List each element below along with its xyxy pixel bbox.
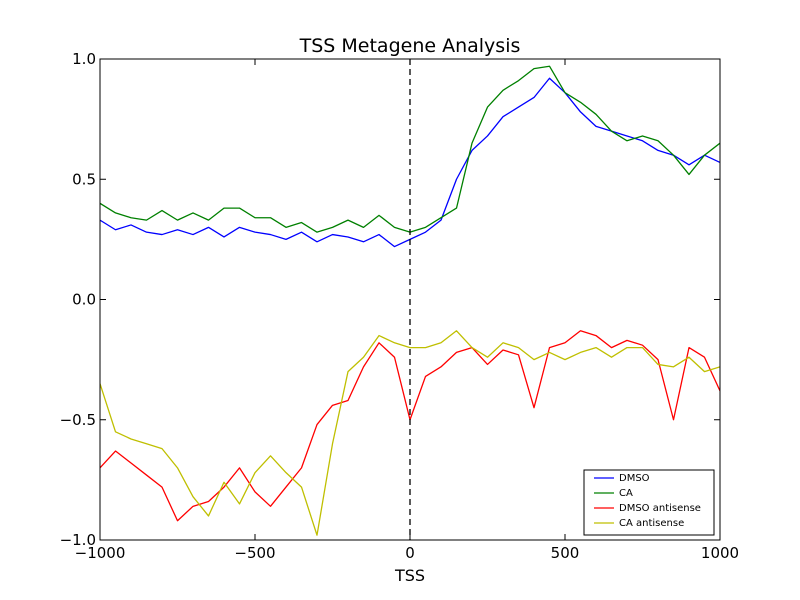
y-tick-label: −1.0 xyxy=(60,531,96,549)
y-tick-label: 0.0 xyxy=(72,291,96,309)
legend-label-dmso-antisense: DMSO antisense xyxy=(619,503,701,514)
legend-label-ca-antisense: CA antisense xyxy=(619,518,684,529)
legend-label-dmso: DMSO xyxy=(619,473,650,484)
legend: DMSO CA DMSO antisense CA antisense xyxy=(583,469,715,536)
x-tick-label: 500 xyxy=(551,544,580,562)
x-axis-label: TSS xyxy=(394,566,425,585)
x-tick-label: −500 xyxy=(234,544,275,562)
legend-label-ca: CA xyxy=(619,488,633,499)
plot-frame xyxy=(99,58,721,541)
series-line-ca-antisense xyxy=(100,330,720,536)
chart-title: TSS Metagene Analysis xyxy=(299,35,521,57)
y-tick-label: −0.5 xyxy=(60,411,96,429)
x-tick-label: 0 xyxy=(405,544,415,562)
y-tick-label: 1.0 xyxy=(72,50,96,68)
legend-box xyxy=(583,469,715,536)
x-tick-label: −1000 xyxy=(75,544,126,562)
y-tick-label: 0.5 xyxy=(72,170,96,188)
x-tick-label: 1000 xyxy=(701,544,739,562)
